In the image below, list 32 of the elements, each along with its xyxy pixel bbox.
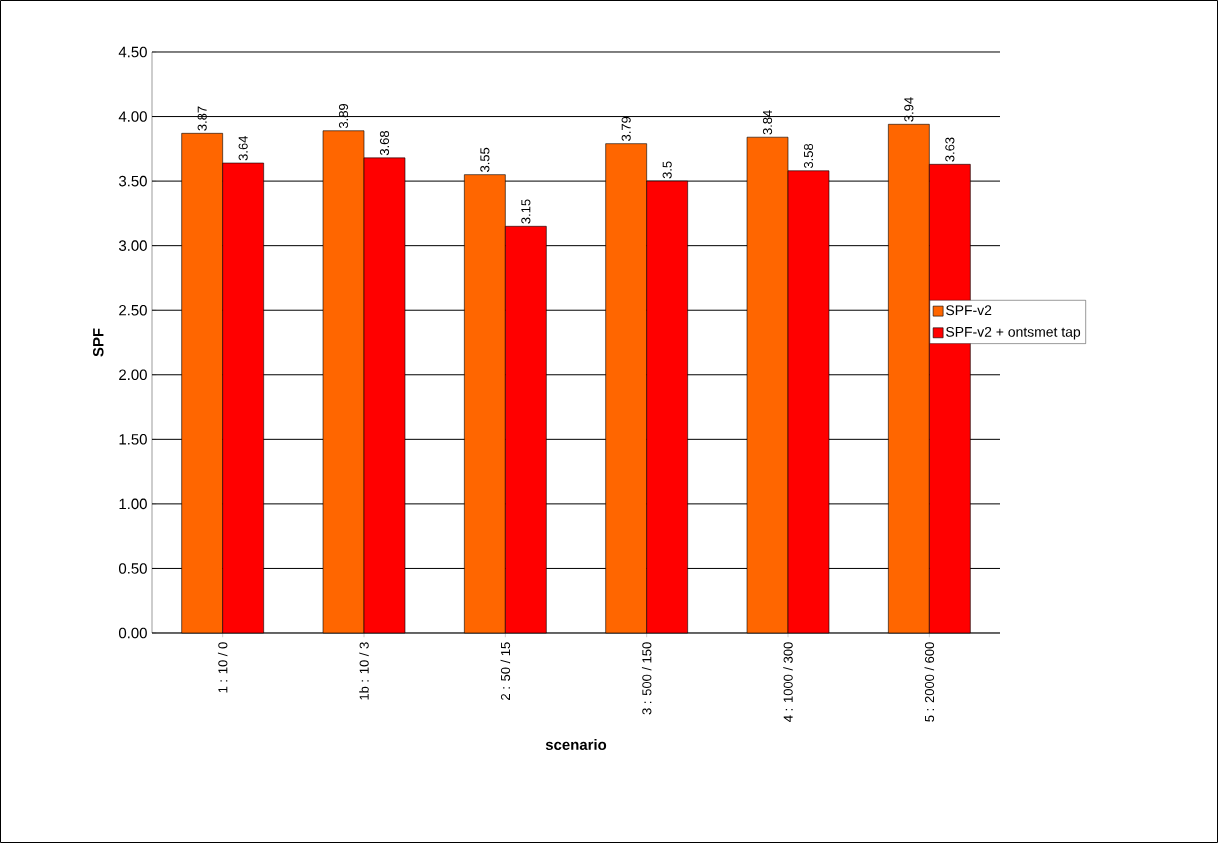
- data-label: 3.58: [803, 143, 814, 169]
- y-tick-label: 1.00: [119, 498, 147, 510]
- y-tick-label: 2.50: [119, 304, 147, 316]
- y-tick-label: 3.00: [118, 240, 147, 251]
- x-axis-title: scenario: [545, 739, 607, 750]
- data-label: 3.63: [945, 137, 955, 162]
- y-tick-label: 1.50: [119, 434, 147, 445]
- x-tick-label: 4 : 1000 / 300: [783, 642, 793, 722]
- x-tick-label: 5 : 2000 / 600: [924, 642, 935, 722]
- data-label: 3.15: [521, 199, 531, 224]
- data-label: 3.68: [379, 131, 390, 156]
- data-label: 3.79: [621, 116, 631, 141]
- x-tick-label: 2 : 50 / 15: [500, 642, 511, 700]
- y-tick-label: 4.00: [118, 111, 147, 122]
- x-tick-label: 1b : 10 / 3: [359, 642, 369, 700]
- legend-label: SPF-v2 + ontsmet tap: [946, 326, 1081, 340]
- y-tick-label: 0.50: [118, 563, 147, 574]
- x-tick-label: 1 : 10 / 0: [217, 642, 228, 693]
- data-label: 3.84: [762, 110, 773, 135]
- y-tick-label: 0.00: [118, 627, 147, 639]
- data-label: 3.94: [904, 97, 914, 122]
- y-tick-label: 2.00: [119, 369, 147, 381]
- data-label: 3.64: [238, 136, 248, 161]
- data-label: 3.89: [338, 103, 349, 129]
- data-label: 3.55: [480, 147, 490, 172]
- data-label: 3.87: [197, 106, 207, 131]
- y-axis-title: SPF: [92, 328, 104, 357]
- y-tick-label: 3.50: [118, 175, 147, 187]
- x-tick-label: 3 : 500 / 150: [641, 642, 652, 715]
- data-label: 3.5: [662, 161, 672, 179]
- y-tick-label: 4.50: [118, 46, 147, 58]
- legend-label: SPF-v2: [946, 305, 992, 316]
